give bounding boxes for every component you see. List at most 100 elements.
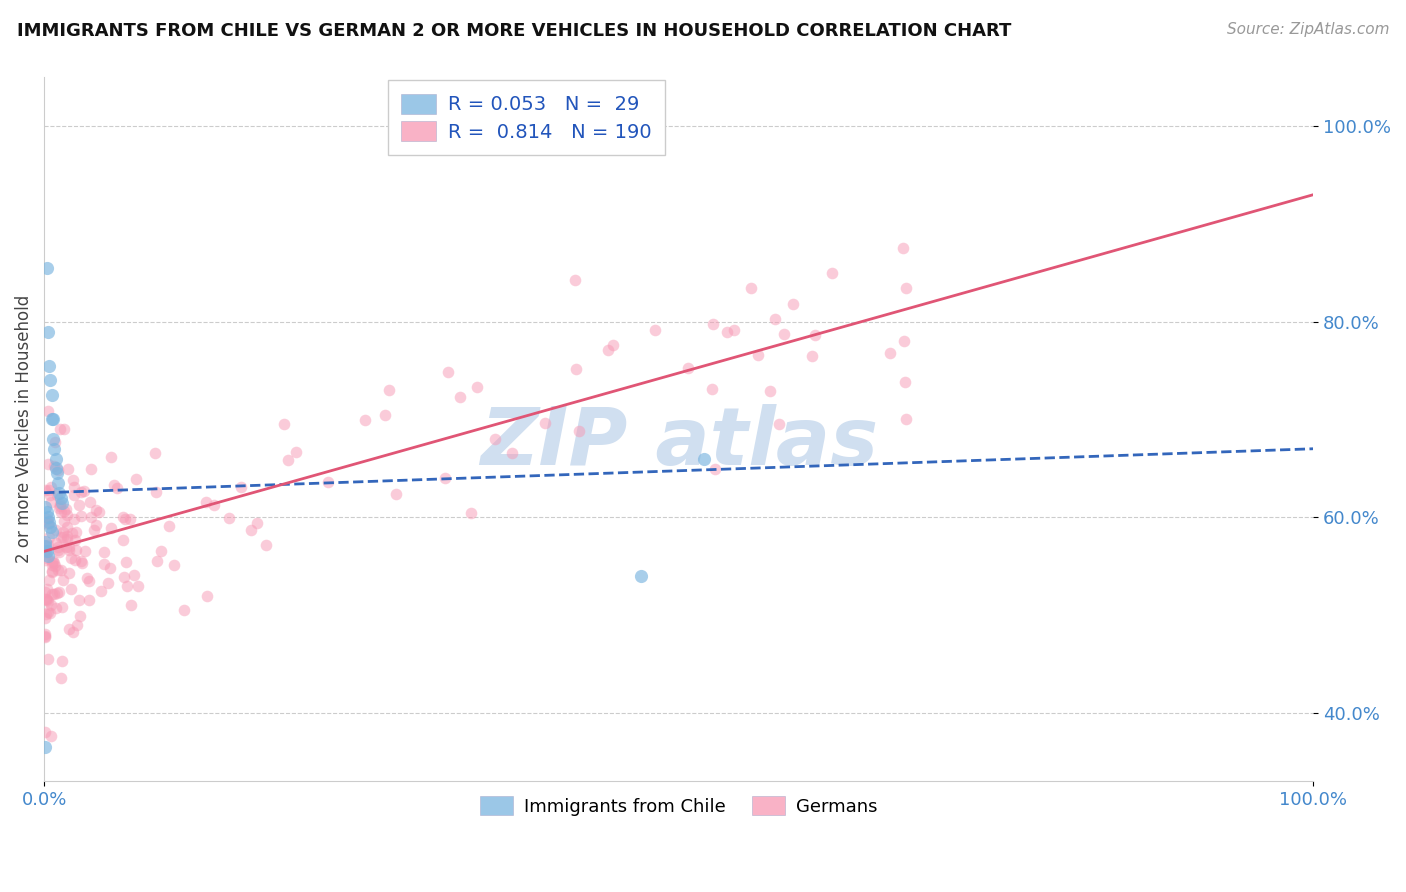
Point bbox=[41, 564, 63, 578]
Point bbox=[195, 589, 218, 603]
Point bbox=[115, 578, 138, 592]
Point bbox=[37, 457, 59, 471]
Point bbox=[51, 530, 73, 544]
Point bbox=[37, 550, 59, 565]
Point bbox=[66, 618, 89, 632]
Point bbox=[35, 544, 58, 558]
Point bbox=[48, 540, 70, 554]
Point bbox=[35, 593, 58, 607]
Point bbox=[34, 500, 56, 515]
Point bbox=[105, 481, 128, 495]
Point bbox=[58, 541, 80, 555]
Point bbox=[48, 545, 70, 559]
Point bbox=[37, 594, 59, 608]
Point bbox=[122, 568, 145, 582]
Point bbox=[434, 471, 457, 485]
Point bbox=[97, 575, 120, 590]
Point bbox=[112, 570, 135, 584]
Text: ZIP atlas: ZIP atlas bbox=[479, 404, 877, 483]
Point bbox=[79, 495, 101, 509]
Point bbox=[112, 509, 135, 524]
Point bbox=[75, 544, 97, 558]
Point bbox=[34, 611, 56, 625]
Point bbox=[41, 412, 63, 426]
Point bbox=[79, 574, 101, 588]
Point bbox=[49, 498, 72, 512]
Point bbox=[44, 434, 66, 449]
Point bbox=[52, 530, 75, 544]
Point bbox=[34, 483, 56, 497]
Point bbox=[48, 584, 70, 599]
Point bbox=[80, 462, 103, 476]
Point bbox=[157, 519, 180, 533]
Point bbox=[354, 413, 377, 427]
Point bbox=[69, 508, 91, 523]
Point bbox=[145, 484, 167, 499]
Point bbox=[35, 591, 58, 606]
Point bbox=[146, 554, 169, 568]
Point bbox=[53, 422, 76, 436]
Point bbox=[37, 652, 59, 666]
Point bbox=[34, 546, 56, 560]
Point bbox=[277, 453, 299, 467]
Point bbox=[143, 446, 166, 460]
Point bbox=[465, 380, 488, 394]
Point bbox=[60, 526, 83, 541]
Point bbox=[804, 328, 827, 343]
Point bbox=[118, 512, 141, 526]
Point bbox=[202, 498, 225, 512]
Point bbox=[63, 488, 86, 502]
Point bbox=[149, 544, 172, 558]
Point bbox=[51, 563, 73, 577]
Point bbox=[84, 518, 107, 533]
Point bbox=[35, 607, 58, 621]
Point bbox=[49, 505, 72, 519]
Point bbox=[630, 569, 652, 583]
Point bbox=[35, 592, 58, 607]
Point bbox=[41, 587, 63, 601]
Point bbox=[62, 512, 84, 526]
Point bbox=[384, 487, 406, 501]
Point bbox=[34, 739, 56, 754]
Point bbox=[59, 551, 82, 566]
Point bbox=[34, 552, 56, 566]
Point bbox=[768, 417, 790, 431]
Point bbox=[800, 349, 823, 363]
Point bbox=[56, 508, 79, 522]
Point bbox=[723, 324, 745, 338]
Point bbox=[83, 523, 105, 537]
Point bbox=[501, 446, 523, 460]
Point bbox=[34, 585, 56, 599]
Point bbox=[34, 627, 56, 641]
Y-axis label: 2 or more Vehicles in Household: 2 or more Vehicles in Household bbox=[15, 295, 32, 564]
Point bbox=[449, 390, 471, 404]
Point bbox=[41, 566, 63, 580]
Point bbox=[35, 505, 58, 519]
Legend: Immigrants from Chile, Germans: Immigrants from Chile, Germans bbox=[471, 788, 886, 825]
Point bbox=[48, 485, 70, 500]
Point bbox=[51, 600, 73, 615]
Point bbox=[195, 494, 218, 508]
Point bbox=[704, 462, 727, 476]
Point bbox=[37, 517, 59, 532]
Point bbox=[163, 558, 186, 573]
Point bbox=[62, 473, 84, 487]
Point bbox=[114, 512, 136, 526]
Point bbox=[100, 521, 122, 535]
Point bbox=[56, 461, 79, 475]
Point bbox=[45, 601, 67, 615]
Point bbox=[34, 725, 56, 739]
Point bbox=[256, 538, 278, 552]
Point bbox=[93, 544, 115, 558]
Point bbox=[42, 458, 65, 473]
Point bbox=[41, 555, 63, 569]
Point bbox=[44, 442, 66, 456]
Point bbox=[34, 543, 56, 558]
Point bbox=[51, 672, 73, 686]
Point bbox=[51, 495, 73, 509]
Point bbox=[45, 586, 67, 600]
Point bbox=[58, 622, 80, 636]
Point bbox=[35, 260, 58, 275]
Point bbox=[89, 505, 111, 519]
Point bbox=[55, 532, 77, 546]
